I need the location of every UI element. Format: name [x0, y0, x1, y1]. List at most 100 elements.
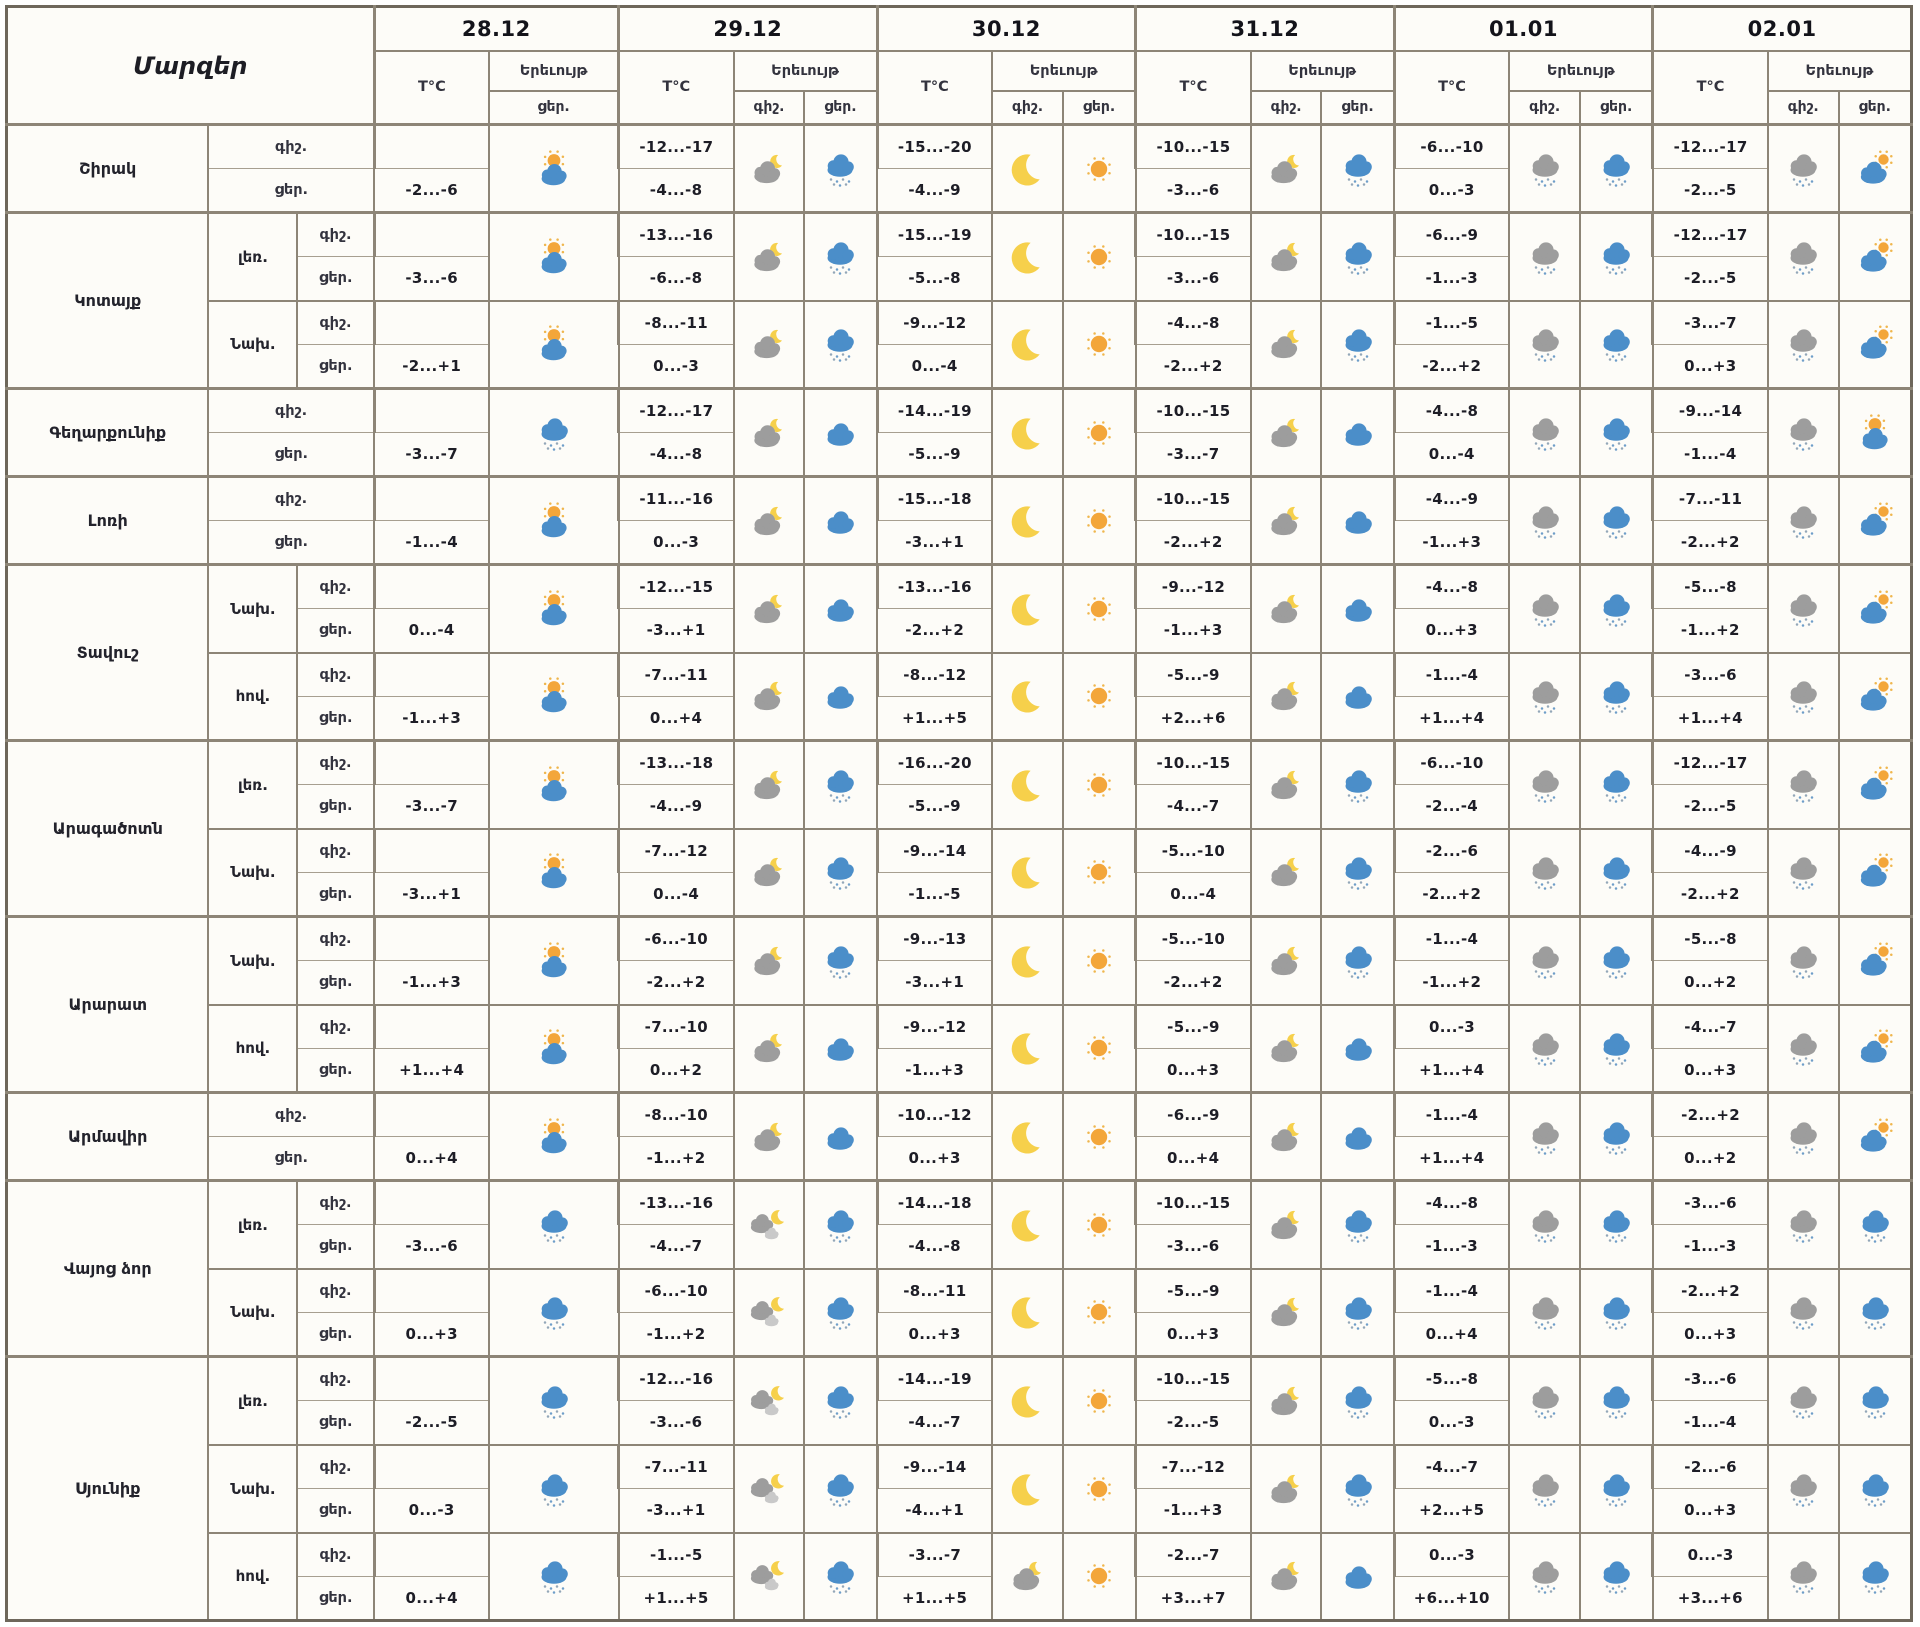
clear-moon-icon — [1011, 1210, 1040, 1242]
temp-col-header: T°C — [1134, 49, 1252, 126]
forecast-row-night: Նախ. գիշ. -7...-12 -9...-14 -5...-10 -2...-6-… — [7, 827, 1913, 918]
night-temp-cell: -6...-10 — [1392, 123, 1511, 169]
night-temp-cell: -1...-5 — [616, 1531, 735, 1577]
night-label-cell: գիշ. — [296, 651, 376, 697]
weather-icon-cell — [1320, 1003, 1396, 1094]
clear-moon-icon — [1011, 505, 1040, 538]
clear-moon-icon — [1011, 770, 1040, 802]
day-temp-cell: -6...-8 — [617, 256, 735, 302]
day-temp-cell: -1...-3 — [1651, 1224, 1769, 1270]
day-temp-cell: -1...+2 — [1393, 960, 1511, 1006]
night-temp-cell: -6...-9 — [1134, 1091, 1252, 1137]
day-temp-cell: -3...+1 — [617, 608, 735, 654]
weather-icon-cell — [803, 123, 879, 214]
date-header-5: 01.01 — [1392, 5, 1654, 52]
forecast-row-night: Արագածոտն լեռ. գիշ. -13...-18 -16...-20 -10..… — [5, 739, 1913, 918]
sun-behind-cloud-icon — [541, 766, 567, 801]
forecast-row-night: Շիրակ գիշ. -12...-17 -15...-20 -10...-15 -6..… — [5, 123, 1913, 214]
night-temp-cell: -10...-15 — [1134, 739, 1252, 785]
night-temp-cell: -13...-18 — [616, 739, 735, 785]
night-col-header: գիշ. — [991, 89, 1064, 126]
night-label-cell: գիշ. — [296, 563, 376, 609]
snow-cloud-icon — [1345, 1386, 1372, 1419]
clear-moon-icon — [1011, 681, 1040, 713]
cloud-with-moon-icon — [754, 506, 782, 535]
day-label-cell: ցեր. — [296, 784, 376, 830]
night-temp-cell: -12...-15 — [616, 563, 735, 609]
night-temp-cell: -8...-12 — [875, 651, 994, 697]
weather-icon-cell — [732, 1531, 806, 1622]
grey-snow-cloud-icon — [1532, 417, 1559, 451]
day-temp-cell: -2...-5 — [373, 1400, 491, 1446]
cloud-with-moon-icon — [1271, 506, 1300, 535]
weather-icon-cell — [1508, 1531, 1581, 1622]
weather-icon-cell — [1579, 1443, 1654, 1534]
weather-icon-cell — [1766, 1003, 1840, 1094]
weather-icon-cell — [1249, 563, 1323, 654]
snow-cloud-icon — [1345, 1473, 1372, 1507]
cloudy-icon — [827, 422, 855, 446]
weather-icon-cell — [803, 211, 879, 302]
weather-icon-cell — [803, 1091, 879, 1182]
day-temp-cell: 0...+4 — [373, 1136, 491, 1182]
cloud-with-moon-icon — [1271, 154, 1300, 183]
night-temp-cell — [372, 563, 491, 609]
grey-snow-cloud-icon — [1790, 417, 1818, 451]
day-temp-cell: -2...+2 — [1134, 960, 1252, 1006]
night-label-cell: գիշ. — [296, 1003, 376, 1049]
grey-snow-cloud-icon — [1790, 1297, 1818, 1330]
night-temp-cell: -10...-15 — [1134, 475, 1252, 521]
clear-moon-icon — [1011, 153, 1040, 186]
weather-icon-cell — [1249, 1355, 1323, 1446]
day-temp-cell: -2...+2 — [1393, 872, 1511, 918]
cloud-with-moon-icon — [1271, 1122, 1300, 1151]
weather-icon-cell — [1249, 1003, 1323, 1094]
weather-icon-cell — [732, 739, 806, 830]
weather-icon-cell — [1061, 211, 1137, 302]
day-label-cell: ցեր. — [296, 1224, 376, 1270]
cloud-with-moon-icon — [1271, 242, 1300, 271]
night-temp-cell: -10...-15 — [1134, 1179, 1252, 1225]
cloud-with-moon-icon — [754, 330, 782, 359]
night-col-header: գիշ. — [1766, 89, 1840, 126]
snow-cloud-icon — [827, 946, 855, 979]
cloud-with-moon-icon — [1271, 418, 1300, 447]
weather-icon-cell — [1320, 387, 1396, 478]
night-temp-cell: -1...-4 — [1392, 915, 1511, 961]
weather-icon-cell — [1579, 739, 1654, 830]
day-temp-cell: -1...-3 — [1393, 256, 1511, 302]
phenomenon-col-header: Երեւույթ — [1249, 49, 1396, 92]
clear-sun-icon — [1087, 156, 1111, 181]
cloud-with-moon-icon — [754, 858, 782, 887]
day-temp-cell: -1...-4 — [373, 520, 491, 566]
night-temp-cell — [372, 827, 491, 873]
weather-icon-cell — [991, 915, 1064, 1006]
forecast-row-day: ցեր. +1...+4 0...+2 -1...+3 0...+3 +1...+4 0..… — [7, 1048, 1912, 1094]
clear-moon-icon — [1011, 1473, 1040, 1506]
weather-icon-cell — [1249, 651, 1323, 742]
night-temp-cell: -3...-7 — [875, 1531, 994, 1577]
day-temp-cell: -2...-5 — [1134, 1400, 1252, 1446]
night-temp-cell: -7...-11 — [1651, 475, 1769, 521]
night-label-cell: գիշ. — [207, 123, 376, 169]
weather-icon-cell — [1837, 827, 1913, 918]
grey-snow-cloud-icon — [1532, 505, 1559, 539]
night-label-cell: գիշ. — [296, 1531, 376, 1577]
weather-icon-cell — [803, 651, 879, 742]
night-temp-cell: -6...-10 — [616, 915, 735, 961]
cloud-with-moon-icon — [1271, 770, 1300, 799]
date-header-1: 28.12 — [372, 5, 620, 52]
forecast-row-day: ցեր. 0...+3 -1...+2 0...+3 0...+3 0...+4 0...+… — [7, 1312, 1912, 1358]
clear-moon-icon — [1011, 946, 1040, 978]
weather-icon-cell — [1579, 1003, 1654, 1094]
weather-icon-cell — [803, 563, 879, 654]
subregion-cell: լեռ. — [207, 211, 299, 302]
night-label-cell: գիշ. — [296, 211, 376, 257]
night-temp-cell: 0...-3 — [1392, 1531, 1511, 1577]
day-temp-cell: +1...+4 — [1393, 696, 1511, 742]
day-temp-cell: -1...+2 — [617, 1136, 735, 1182]
subregion-cell: հով. — [207, 1531, 299, 1622]
snow-cloud-icon — [827, 242, 855, 275]
clear-sun-icon — [1087, 860, 1111, 884]
weather-icon-cell — [1766, 651, 1840, 742]
